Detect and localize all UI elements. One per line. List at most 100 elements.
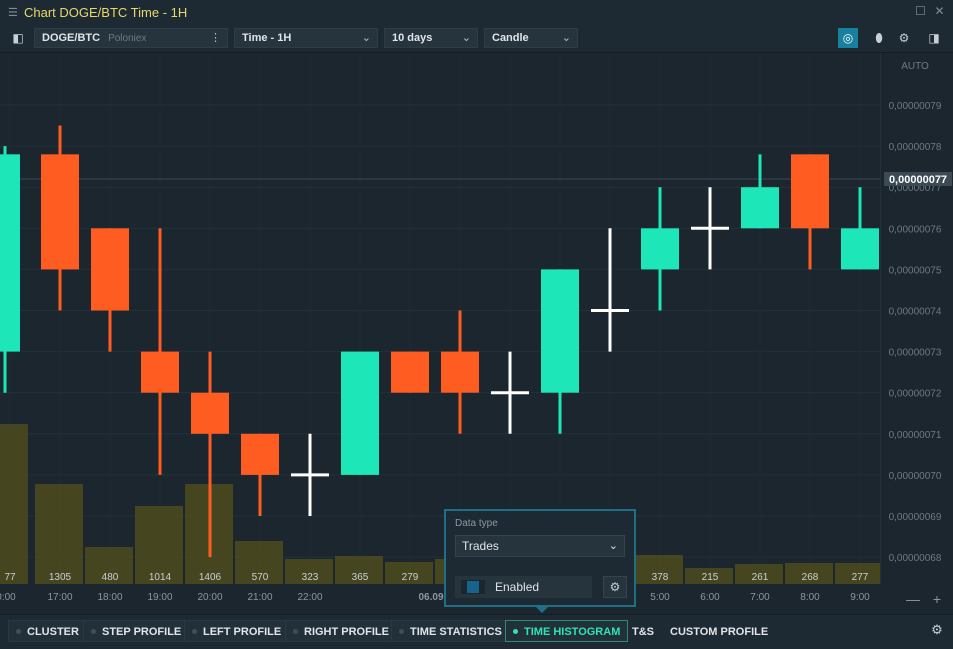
zoom-out-icon[interactable]: — [906, 591, 920, 607]
volume-label: 215 [702, 572, 719, 583]
price-tick-label: 0,00000071 [889, 430, 942, 441]
close-icon[interactable]: ✕ [934, 4, 945, 18]
tab-right-profile[interactable]: RIGHT PROFILE [285, 620, 397, 642]
tab-dot [293, 629, 298, 634]
chevron-down-icon: ⌄ [461, 32, 471, 44]
candle-body [441, 351, 479, 393]
price-axis[interactable]: AUTO 0,00000079 0,00000078 0,00000077 0,000… [880, 53, 953, 585]
volume-label: 365 [352, 572, 369, 583]
auto-scale-label[interactable]: AUTO [901, 61, 929, 72]
chevron-down-icon: ⌄ [561, 32, 571, 44]
popup-gear-button[interactable]: ⚙ [603, 576, 627, 598]
candle-body [341, 351, 379, 475]
price-tick-label: 0,00000070 [889, 471, 942, 482]
indicator-tabbar: CLUSTER STEP PROFILE LEFT PROFILE RIGHT … [0, 614, 953, 649]
time-tick-label: 6:00 [700, 592, 720, 603]
period-select[interactable]: 10 days ⌄ [384, 28, 478, 48]
volume-bar [0, 424, 28, 584]
volume-label: 378 [652, 572, 669, 583]
indicator-icon[interactable]: ◎ [838, 28, 858, 48]
tab-label: TIME HISTOGRAM [524, 626, 621, 638]
volume-label: 480 [102, 572, 119, 583]
time-tick-label: 18:00 [97, 592, 122, 603]
tab-time-and-sales[interactable]: T&S [624, 620, 662, 642]
date-label: 06.09 [418, 592, 443, 603]
candle-body [541, 269, 579, 393]
tab-label: STEP PROFILE [102, 626, 182, 638]
tab-time-histogram[interactable]: TIME HISTOGRAM [505, 620, 629, 642]
chart-area[interactable]: 77 1305 480 1014 1406 570 323 365 279 378 215 261 26… [0, 53, 883, 585]
tab-dot [16, 629, 21, 634]
volume-bar [785, 563, 833, 584]
timeframe-select[interactable]: Time - 1H ⌄ [234, 28, 378, 48]
candlestick-chart[interactable]: 77 1305 480 1014 1406 570 323 365 279 378 215 261 26… [0, 53, 883, 585]
data-type-label: Data type [455, 518, 498, 529]
tab-custom-profile[interactable]: CUSTOM PROFILE [662, 620, 776, 642]
volume-bar [685, 568, 733, 584]
candle-body [741, 187, 779, 229]
gear-icon[interactable]: ⚙ [931, 622, 943, 637]
time-tick-label: 19:00 [147, 592, 172, 603]
tab-time-statistics[interactable]: TIME STATISTICS [391, 620, 510, 642]
timeframe-value: Time - 1H [242, 32, 292, 44]
time-tick-label: 0:00 [0, 592, 16, 603]
symbol-menu-icon: ⋮ [210, 32, 221, 44]
chart-type-select[interactable]: Candle ⌄ [484, 28, 578, 48]
volume-bar [35, 484, 83, 584]
volume-label: 277 [852, 572, 869, 583]
enabled-label: Enabled [495, 580, 540, 594]
volume-label: 261 [752, 572, 769, 583]
volume-label: 1014 [149, 572, 172, 583]
zoom-in-icon[interactable]: + [932, 591, 942, 607]
price-axis-svg: AUTO 0,000000790,000000780,000000770,000… [884, 61, 952, 564]
chart-type-value: Candle [492, 32, 529, 44]
exchange-label: Poloniex [108, 33, 147, 44]
time-tick-label: 17:00 [47, 592, 72, 603]
time-tick-label: 9:00 [850, 592, 870, 603]
time-tick-label: 20:00 [197, 592, 222, 603]
data-type-value: Trades [462, 539, 499, 553]
gear-icon[interactable]: ⚙ [898, 31, 910, 45]
maximize-icon[interactable]: ☐ [915, 4, 926, 18]
price-tick-label: 0,00000068 [889, 553, 942, 564]
time-axis[interactable]: 06.09 0:00 17:00 18:00 19:00 20:00 21:00 22:00… [0, 585, 880, 611]
window-titlebar: ☰ Chart DOGE/BTC Time - 1H ☐ ✕ [0, 0, 953, 27]
volume-bar [85, 547, 133, 584]
sidebar-toggle-icon[interactable]: ◧ [12, 31, 24, 45]
volume-label: 323 [302, 572, 319, 583]
volume-bar [735, 564, 783, 584]
volume-bar [635, 555, 683, 584]
volume-label: 279 [402, 572, 419, 583]
volume-bar [835, 563, 883, 584]
tab-step-profile[interactable]: STEP PROFILE [83, 620, 190, 642]
volume-bar [335, 556, 383, 584]
panel-toggle-icon[interactable]: ◨ [928, 31, 940, 45]
volume-label: 77 [4, 572, 16, 583]
candle-body [0, 154, 20, 352]
window-menu-icon[interactable]: ☰ [8, 7, 18, 19]
tab-label: T&S [632, 626, 654, 638]
tab-left-profile[interactable]: LEFT PROFILE [184, 620, 290, 642]
symbol-selector[interactable]: DOGE/BTC Poloniex ⋮ [34, 28, 228, 48]
tab-dot [399, 629, 404, 634]
volume-label: 268 [802, 572, 819, 583]
candle-body [91, 228, 129, 311]
popup-pointer [536, 607, 548, 613]
volume-bar [385, 562, 433, 584]
time-tick-label: 22:00 [297, 592, 322, 603]
mouse-icon[interactable]: ⬮ [875, 31, 883, 45]
candle-body [841, 228, 879, 270]
volume-bar [135, 506, 183, 584]
price-tick-label: 0,00000078 [889, 142, 942, 153]
price-tick-label: 0,00000074 [889, 307, 942, 318]
tab-dot [91, 629, 96, 634]
data-type-select[interactable]: Trades ⌄ [455, 535, 625, 557]
price-tick-label: 0,00000077 [889, 183, 942, 194]
tab-cluster[interactable]: CLUSTER [8, 620, 87, 642]
enabled-toggle[interactable]: Enabled [455, 576, 592, 598]
volume-bar [285, 559, 333, 584]
tab-label: RIGHT PROFILE [304, 626, 389, 638]
volume-bar [235, 541, 283, 584]
candle-body [791, 154, 829, 229]
candle-body [641, 228, 679, 270]
